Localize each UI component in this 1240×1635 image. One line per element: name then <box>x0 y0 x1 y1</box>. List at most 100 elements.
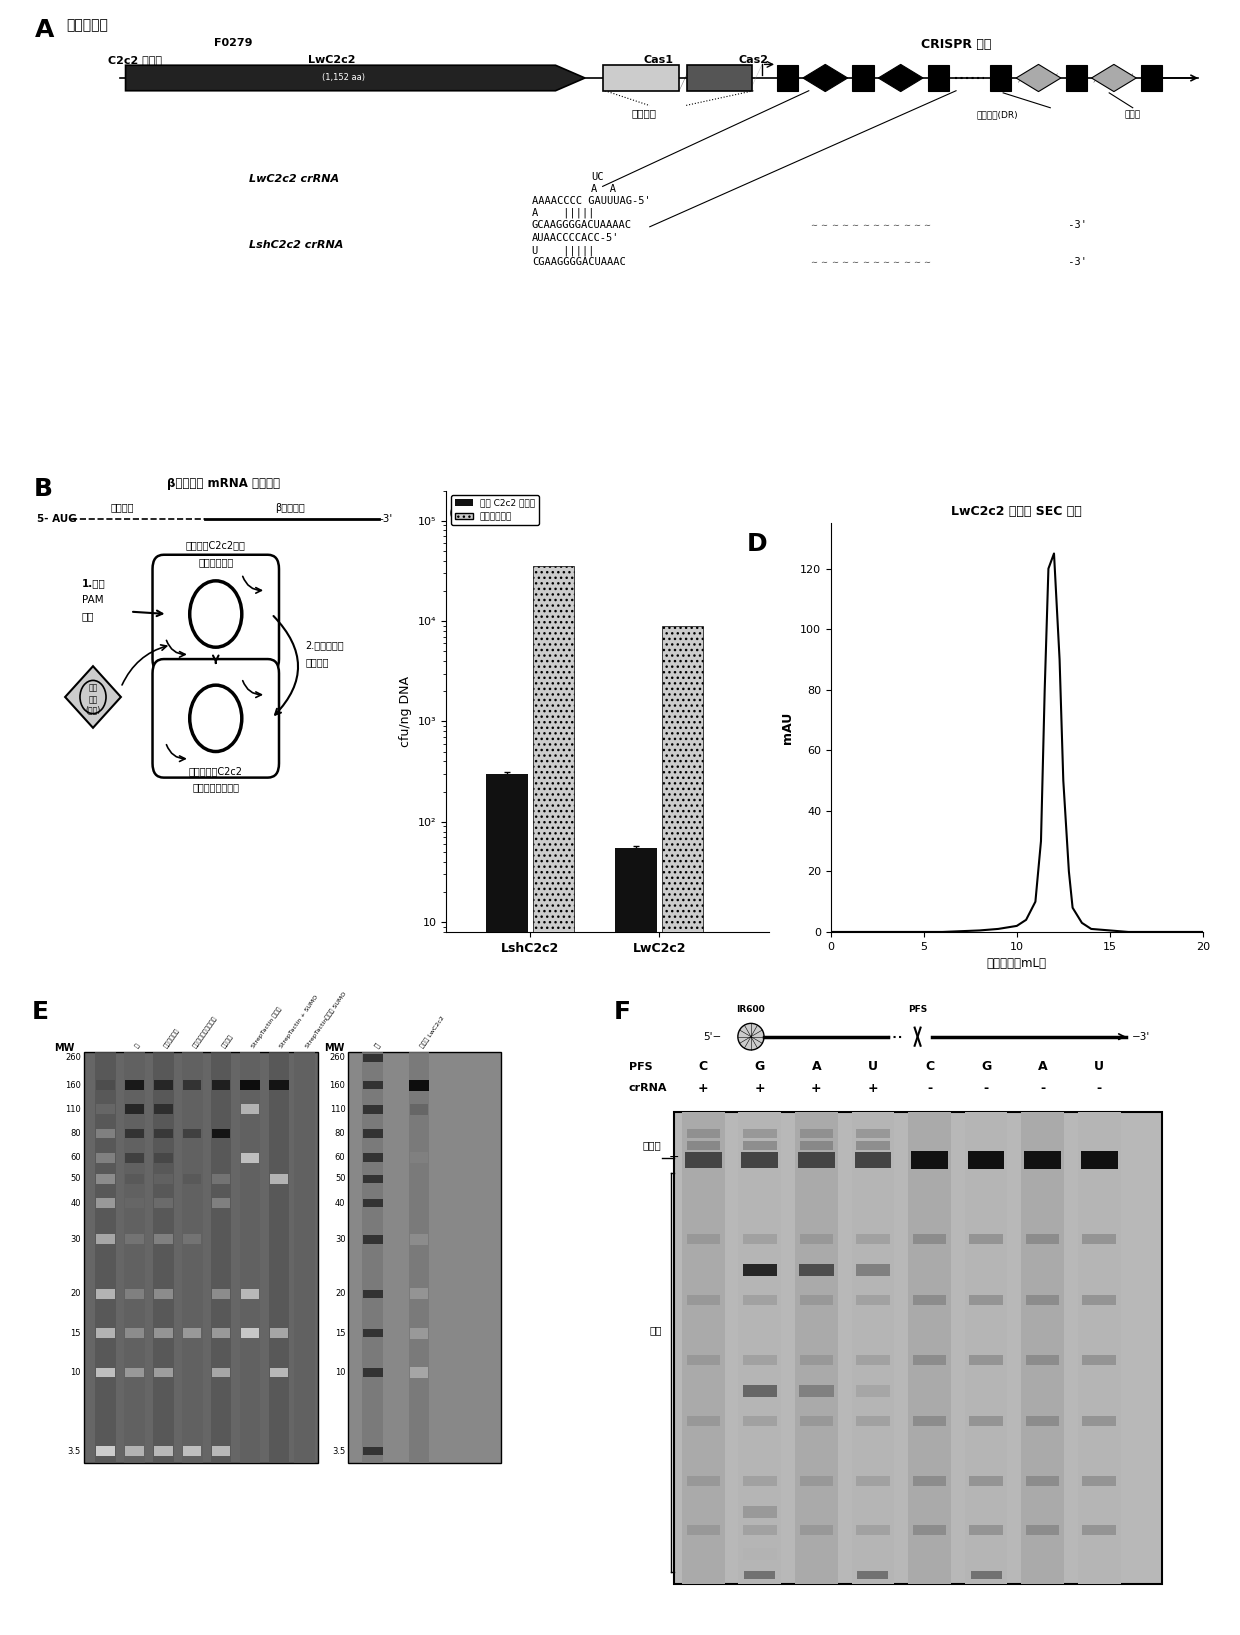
Bar <box>95 1288 115 1298</box>
Bar <box>682 1112 724 1584</box>
Bar <box>1083 1525 1116 1535</box>
Text: -3': -3' <box>379 513 393 525</box>
Bar <box>409 1104 429 1115</box>
Bar <box>182 1081 201 1091</box>
Text: U    |||||: U ||||| <box>532 245 594 255</box>
Text: 5- AUG: 5- AUG <box>37 513 77 525</box>
Text: 15: 15 <box>71 1329 81 1337</box>
Bar <box>799 1385 833 1396</box>
Bar <box>913 1355 946 1365</box>
Bar <box>739 1112 781 1584</box>
Bar <box>182 1234 201 1244</box>
Text: 160: 160 <box>330 1081 346 1089</box>
Text: 洗: 洗 <box>134 1043 141 1048</box>
Text: AAAACCCC GAUUUAG-5': AAAACCCC GAUUUAG-5' <box>532 196 651 206</box>
FancyBboxPatch shape <box>603 65 680 90</box>
Bar <box>743 1295 776 1305</box>
Text: 160: 160 <box>64 1081 81 1089</box>
Text: 细胞裂解产物: 细胞裂解产物 <box>164 1027 181 1048</box>
Text: CRISPR 阵列: CRISPR 阵列 <box>921 38 991 51</box>
Text: -3': -3' <box>1063 219 1087 229</box>
Bar <box>270 1328 288 1337</box>
Bar <box>363 1153 383 1162</box>
Bar <box>908 1112 951 1584</box>
FancyBboxPatch shape <box>153 554 279 674</box>
Text: 20: 20 <box>71 1290 81 1298</box>
Text: 110: 110 <box>330 1105 346 1113</box>
Bar <box>212 1447 231 1455</box>
Bar <box>800 1525 833 1535</box>
Text: StrepTactin去除的 SUMO: StrepTactin去除的 SUMO <box>305 991 347 1048</box>
Bar <box>913 1416 946 1426</box>
Bar <box>363 1081 383 1089</box>
Bar <box>857 1416 889 1426</box>
Legend: 靶向 C2c2 基因座, 非靶向基因座: 靶向 C2c2 基因座, 非靶向基因座 <box>451 495 538 525</box>
Text: 表达非靶向C2c2: 表达非靶向C2c2 <box>188 765 243 775</box>
Bar <box>182 1128 201 1138</box>
Bar <box>212 1367 231 1377</box>
Bar <box>154 1447 172 1455</box>
Text: +: + <box>811 1082 822 1094</box>
Bar <box>858 1571 888 1579</box>
Text: 80: 80 <box>335 1128 346 1138</box>
Bar <box>970 1234 1003 1244</box>
Bar <box>687 1416 720 1426</box>
Text: F: F <box>614 1001 631 1025</box>
Bar <box>687 1525 720 1535</box>
Bar <box>182 1328 201 1337</box>
Bar <box>125 1153 144 1162</box>
Bar <box>1065 65 1086 90</box>
Bar <box>212 1128 231 1138</box>
Bar <box>965 1112 1007 1584</box>
Bar <box>800 1141 833 1149</box>
Bar <box>800 1234 833 1244</box>
Bar <box>153 1051 174 1463</box>
Bar <box>1083 1234 1116 1244</box>
Text: B: B <box>33 476 52 500</box>
Bar <box>211 1051 232 1463</box>
Text: A: A <box>35 18 55 43</box>
Text: 组装缺口: 组装缺口 <box>631 108 656 118</box>
Bar <box>743 1128 776 1138</box>
Text: 30: 30 <box>71 1234 81 1244</box>
Text: LwC2c2 crRNA: LwC2c2 crRNA <box>249 173 340 183</box>
Text: 裂解: 裂解 <box>650 1324 662 1336</box>
Bar <box>154 1153 172 1162</box>
Text: +: + <box>868 1082 878 1094</box>
Bar <box>970 1295 1003 1305</box>
Bar <box>269 1174 288 1184</box>
Bar <box>270 1367 288 1377</box>
Text: C: C <box>925 1061 934 1074</box>
Text: LshC2c2 crRNA: LshC2c2 crRNA <box>249 239 343 250</box>
Bar <box>363 1105 383 1113</box>
Bar <box>913 1525 946 1535</box>
Bar <box>95 1234 115 1244</box>
Bar <box>95 1153 115 1162</box>
Text: $\sim\sim\sim\sim\sim\sim\sim\sim\sim\sim\sim\sim$: $\sim\sim\sim\sim\sim\sim\sim\sim\sim\si… <box>808 257 931 267</box>
Bar <box>212 1081 231 1091</box>
Bar <box>154 1174 172 1184</box>
Bar <box>991 65 1012 90</box>
Text: crRNA: crRNA <box>629 1082 667 1094</box>
Bar <box>95 1081 115 1091</box>
Bar <box>363 1174 383 1184</box>
Text: C: C <box>449 504 467 526</box>
Bar <box>125 1234 144 1244</box>
X-axis label: 洗脱体积（mL）: 洗脱体积（mL） <box>987 956 1047 970</box>
Bar <box>125 1128 144 1138</box>
Text: D: D <box>748 533 768 556</box>
Text: 50: 50 <box>335 1174 346 1184</box>
Bar <box>1025 1295 1059 1305</box>
Bar <box>857 1141 889 1149</box>
Bar <box>687 1128 720 1138</box>
Bar <box>410 1234 428 1244</box>
Bar <box>410 1288 428 1300</box>
Bar <box>799 1153 835 1167</box>
Bar <box>154 1328 172 1337</box>
Bar <box>743 1476 776 1486</box>
Bar <box>269 1051 289 1463</box>
Y-axis label: cfu/ng DNA: cfu/ng DNA <box>399 675 413 747</box>
Text: MW: MW <box>325 1043 345 1053</box>
Bar <box>95 1174 115 1184</box>
Bar <box>1025 1234 1059 1244</box>
